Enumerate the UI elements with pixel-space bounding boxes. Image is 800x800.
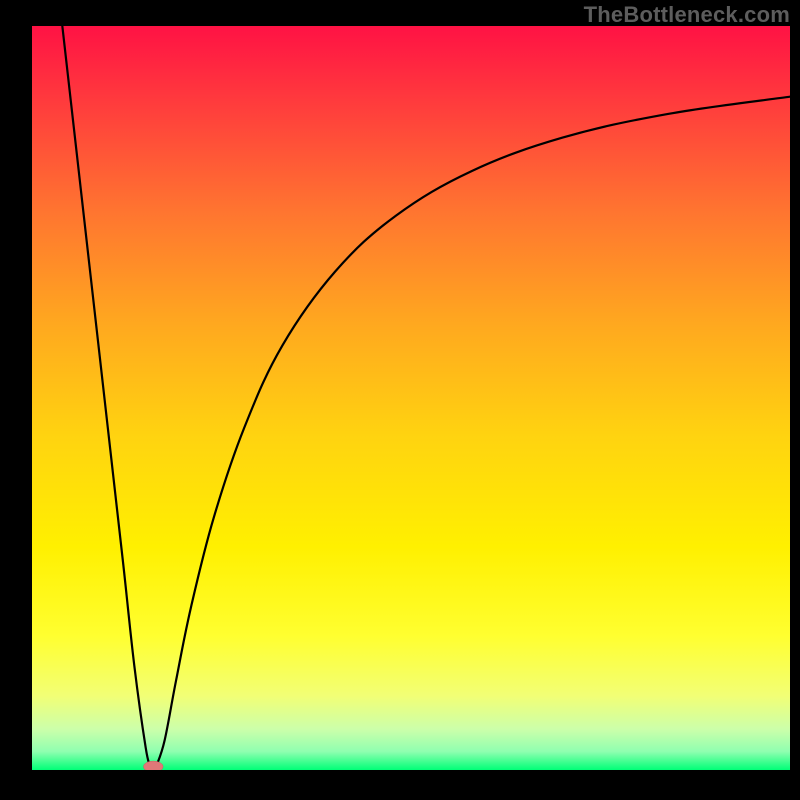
plot-area (32, 26, 790, 770)
chart-container: TheBottleneck.com (0, 0, 800, 800)
minimum-marker (143, 761, 163, 770)
gradient-background (32, 26, 790, 770)
watermark-text: TheBottleneck.com (584, 2, 790, 28)
chart-svg (32, 26, 790, 770)
